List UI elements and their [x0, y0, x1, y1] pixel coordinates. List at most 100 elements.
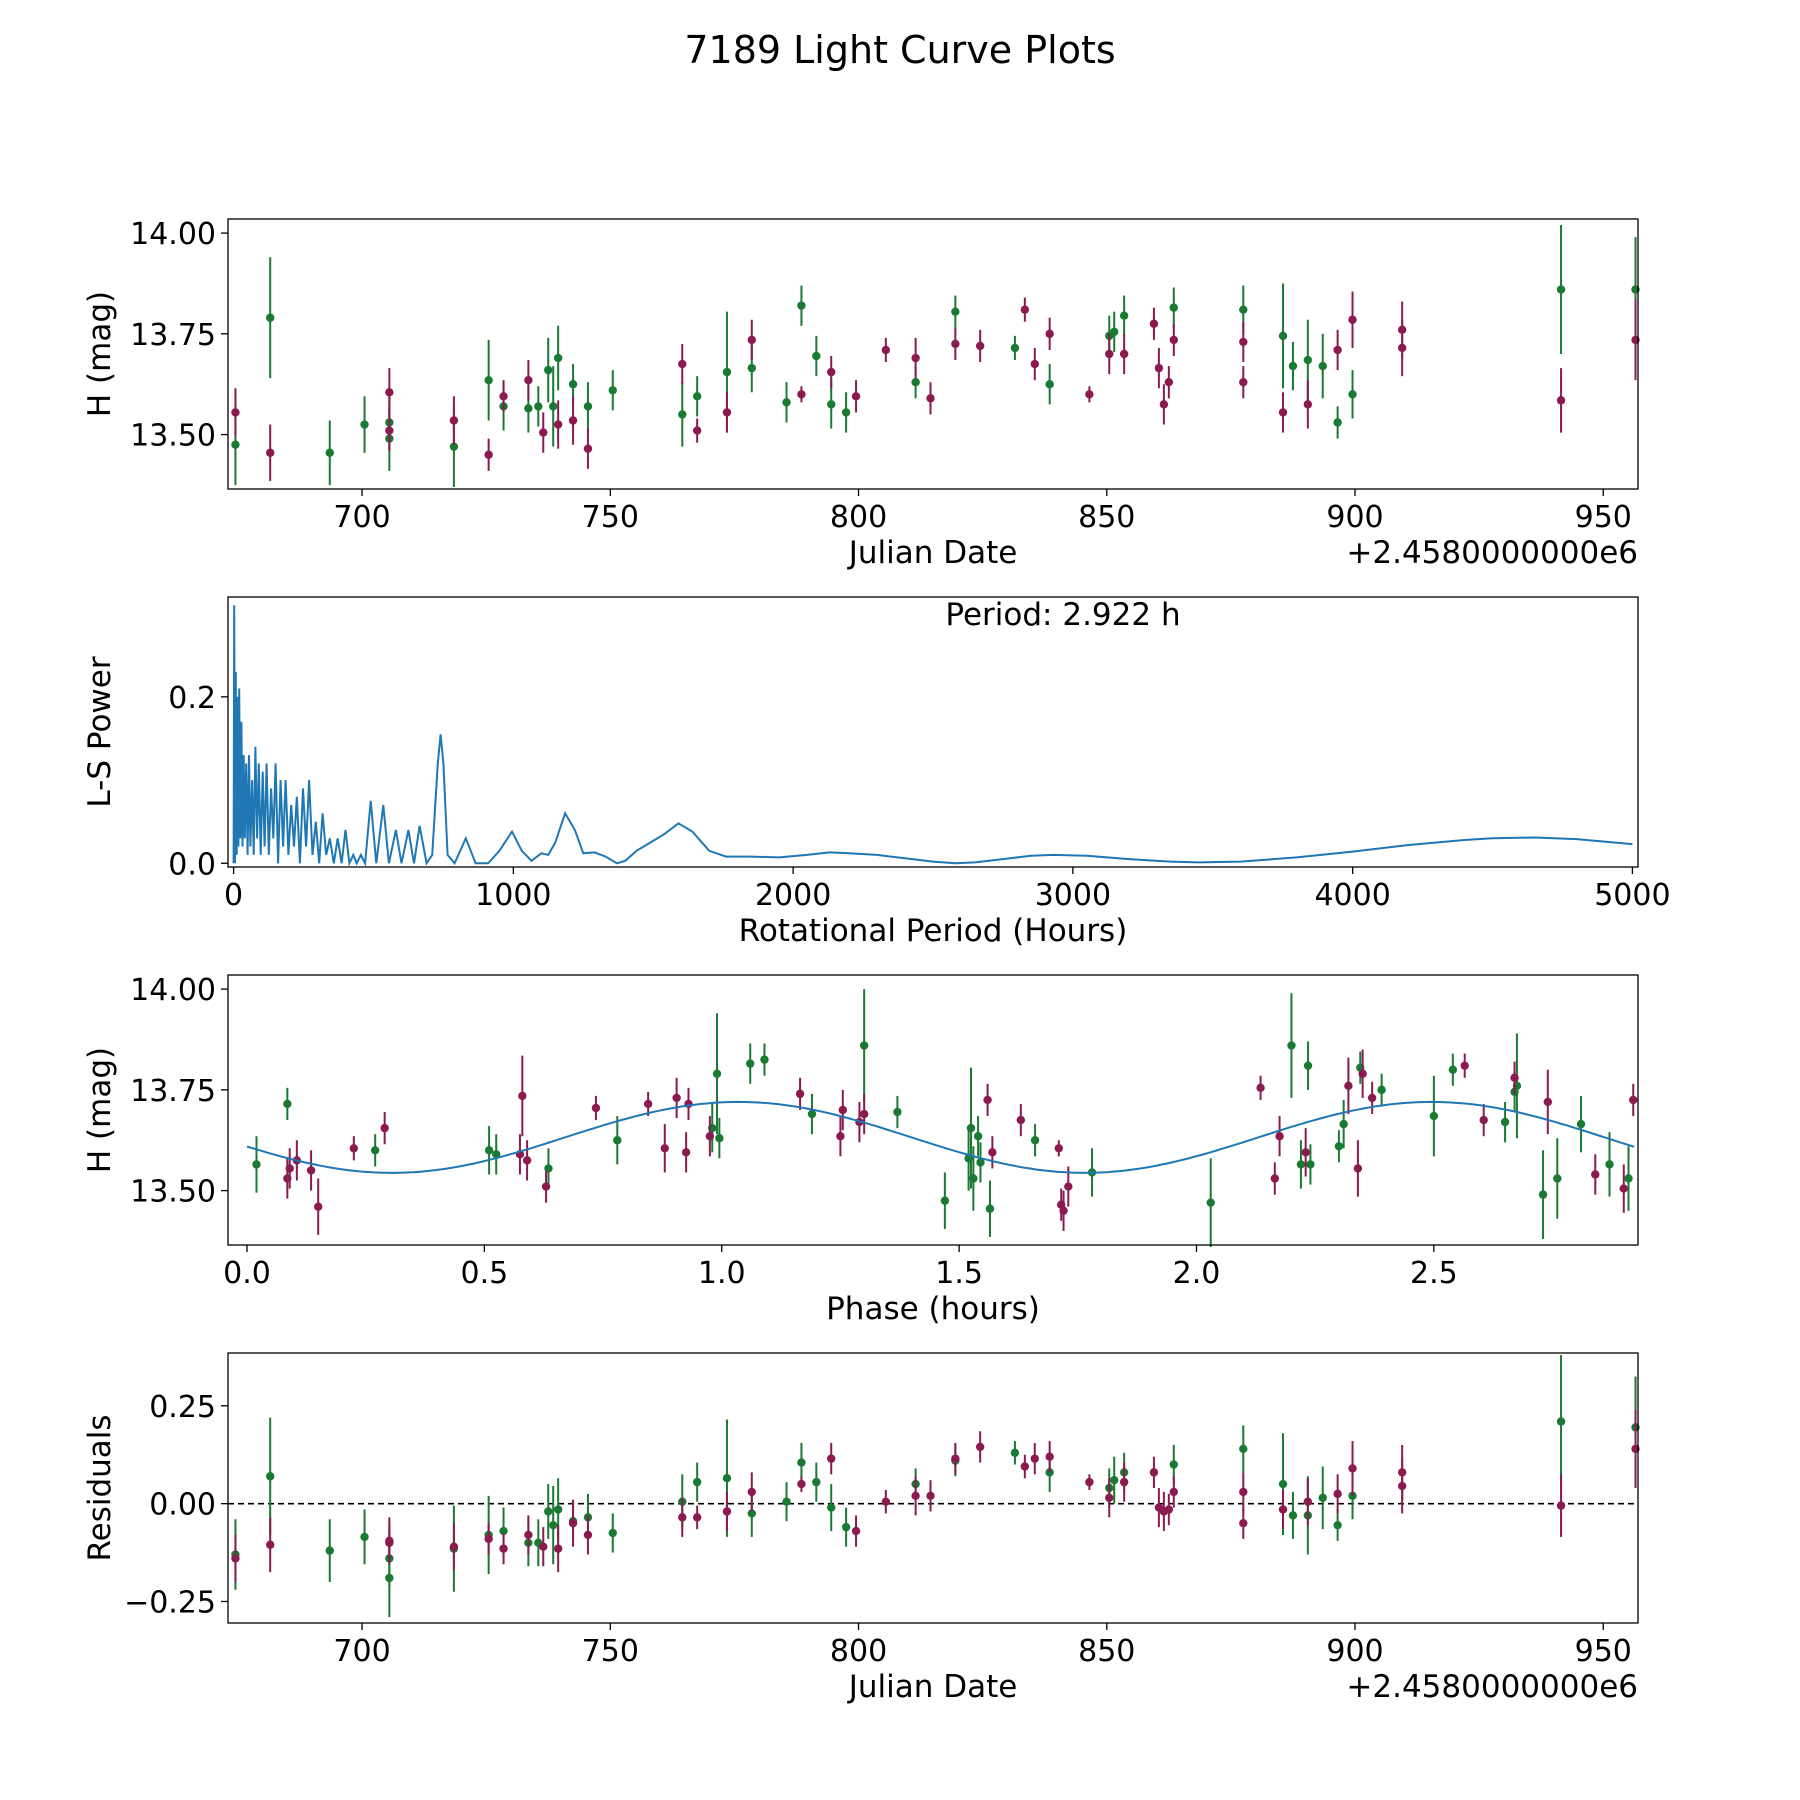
data-point [484, 1534, 493, 1544]
data-point [672, 1093, 681, 1103]
data-point [827, 1503, 836, 1512]
data-point [951, 307, 960, 316]
data-point [539, 428, 548, 437]
data-point [1301, 1148, 1310, 1157]
data-point [926, 394, 935, 403]
data-point [231, 408, 240, 417]
data-point [1105, 1493, 1114, 1502]
data-point [1288, 1511, 1298, 1520]
data-point [1110, 1475, 1119, 1485]
data-point [973, 1131, 983, 1141]
data-point [966, 1123, 976, 1133]
data-point [349, 1144, 359, 1153]
data-point [747, 1487, 756, 1497]
data-point [1030, 1136, 1040, 1145]
data-point [836, 1131, 845, 1141]
data-point [1119, 349, 1129, 359]
data-point [1556, 285, 1566, 294]
data-point [266, 448, 275, 457]
data-point [568, 416, 578, 425]
data-point [747, 363, 756, 373]
data-point [1333, 345, 1342, 355]
data-point [1538, 1190, 1548, 1199]
data-point [1353, 1164, 1363, 1173]
data-point [1556, 1417, 1566, 1426]
data-point [1543, 1097, 1552, 1107]
data-point [524, 1530, 533, 1540]
x-tick-label: 850 [1078, 1634, 1135, 1669]
data-point [1105, 349, 1114, 359]
data-point [1296, 1160, 1306, 1169]
data-point [1553, 1174, 1562, 1183]
data-point [643, 1099, 653, 1109]
data-point [722, 367, 732, 377]
data-point [534, 402, 543, 411]
data-point [484, 375, 493, 385]
x-axis-label: Phase (hours) [826, 1291, 1040, 1327]
data-point [782, 1497, 791, 1506]
data-point [1239, 1444, 1248, 1454]
axes-frame [227, 974, 1639, 1246]
data-point [1149, 319, 1159, 328]
data-point [827, 400, 836, 409]
data-point [1275, 1131, 1284, 1141]
data-point [285, 1164, 294, 1173]
data-point [522, 1156, 532, 1165]
data-point [360, 1532, 369, 1542]
data-point [1169, 335, 1178, 345]
data-point [591, 1103, 601, 1113]
data-point [722, 1507, 732, 1516]
data-point [385, 426, 394, 435]
data-point [1348, 315, 1357, 324]
data-point [449, 416, 459, 425]
data-point [1239, 1487, 1248, 1497]
data-point [988, 1148, 997, 1157]
x-axis-label: Rotational Period (Hours) [739, 913, 1128, 949]
data-point [1318, 1493, 1327, 1502]
data-point [1206, 1198, 1215, 1207]
data-point [1397, 1481, 1407, 1491]
data-point [583, 1530, 593, 1540]
x-tick-label: 800 [830, 500, 887, 535]
data-point [1085, 390, 1094, 399]
data-point [797, 301, 806, 310]
data-point [385, 388, 394, 397]
x-tick-label: 4000 [1314, 878, 1390, 913]
data-point [747, 335, 756, 345]
data-point [484, 450, 493, 459]
y-tick-label: 0.00 [149, 1488, 216, 1523]
data-point [1164, 1505, 1174, 1514]
data-point [881, 1497, 891, 1506]
data-point [1169, 1460, 1178, 1469]
data-point [499, 392, 508, 401]
data-point [1397, 343, 1407, 353]
data-point [1169, 303, 1178, 312]
data-point [1460, 1061, 1469, 1070]
data-point [1239, 1519, 1248, 1528]
data-point [893, 1107, 902, 1117]
data-point [1306, 1160, 1315, 1169]
data-point [851, 392, 861, 401]
data-point [553, 420, 563, 429]
x-tick-label: 3000 [1035, 878, 1111, 913]
period-annotation: Period: 2.922 h [945, 597, 1180, 633]
data-point [1045, 380, 1054, 389]
data-point [851, 1526, 861, 1536]
data-point [583, 402, 593, 411]
axes-frame [227, 1352, 1639, 1624]
x-tick-label: 2000 [755, 878, 831, 913]
data-point [1064, 1182, 1073, 1191]
data-point [548, 402, 558, 411]
data-point [692, 392, 702, 401]
data-point [1344, 1081, 1353, 1091]
data-point [827, 367, 836, 377]
data-point [975, 341, 985, 351]
lightcurve-panel: 700 750 800 850 900 950 13.50 13.75 14.00 Julian … [82, 217, 1640, 571]
data-point [544, 365, 553, 375]
axes-frame [227, 218, 1639, 490]
data-point [1479, 1115, 1488, 1125]
data-point [747, 1509, 756, 1518]
data-point [1605, 1160, 1614, 1169]
y-axis-label: H (mag) [82, 291, 118, 417]
x-offset-text: +2.4580000000e6 [1346, 535, 1638, 571]
